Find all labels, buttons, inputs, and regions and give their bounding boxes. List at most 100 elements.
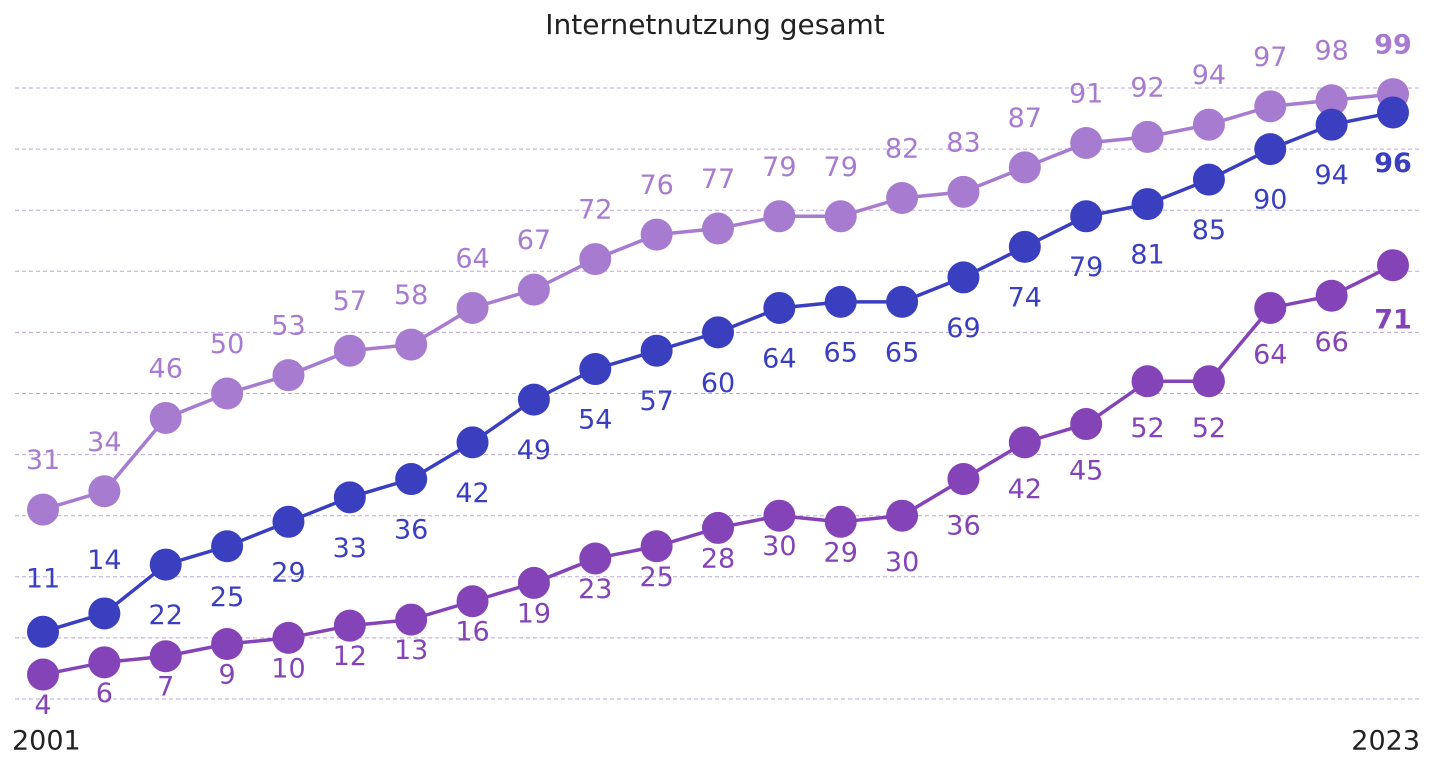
point — [579, 353, 612, 386]
data-label: 76 — [639, 170, 673, 201]
point — [640, 530, 673, 563]
point — [579, 542, 612, 575]
series-line — [42, 92, 1394, 512]
point — [702, 511, 734, 544]
point — [272, 359, 305, 392]
point — [824, 285, 857, 318]
data-label: 42 — [455, 478, 489, 509]
data-label: 85 — [1192, 215, 1226, 246]
point — [149, 640, 182, 673]
point — [1008, 151, 1041, 184]
point — [702, 316, 734, 349]
point — [456, 426, 489, 459]
data-label: 11 — [26, 563, 60, 594]
data-label: 67 — [517, 225, 551, 256]
point — [1192, 365, 1225, 398]
data-label: 28 — [701, 543, 735, 574]
point — [824, 505, 857, 538]
data-label: 92 — [1130, 72, 1164, 103]
data-label: 45 — [1069, 456, 1103, 487]
point — [211, 377, 244, 410]
data-label: 77 — [701, 164, 735, 195]
data-label: 87 — [1008, 103, 1042, 134]
point — [88, 475, 121, 508]
point — [149, 401, 182, 434]
data-label: 94 — [1192, 60, 1226, 91]
point — [88, 597, 121, 630]
point — [456, 585, 489, 618]
point — [947, 261, 980, 294]
data-label: 52 — [1130, 413, 1164, 444]
data-label: 98 — [1314, 36, 1348, 67]
data-label: 79 — [824, 152, 858, 183]
data-label: 60 — [701, 368, 735, 399]
point — [517, 566, 550, 599]
data-label: 64 — [762, 343, 796, 374]
point — [947, 463, 980, 496]
data-label: 19 — [517, 598, 551, 629]
point — [1315, 108, 1348, 141]
data-label: 90 — [1253, 185, 1287, 216]
data-label: 65 — [885, 337, 919, 368]
point — [763, 291, 796, 324]
data-label: 46 — [149, 353, 183, 384]
data-label: 30 — [885, 547, 919, 578]
data-label: 30 — [762, 531, 796, 562]
point — [702, 212, 734, 245]
point — [640, 334, 673, 367]
point — [1192, 108, 1225, 141]
point — [333, 609, 366, 642]
data-label: 25 — [639, 562, 673, 593]
point — [395, 463, 428, 496]
point — [824, 200, 857, 233]
data-label: 54 — [578, 405, 612, 436]
data-label: 23 — [578, 574, 612, 605]
point — [88, 646, 121, 679]
data-label: 36 — [394, 515, 428, 546]
data-label: 29 — [824, 537, 858, 568]
point — [886, 181, 919, 214]
data-label: 9 — [218, 660, 235, 691]
data-label: 34 — [87, 427, 121, 458]
data-label: 71 — [1374, 305, 1412, 336]
data-label: 79 — [762, 152, 796, 183]
data-label: 66 — [1314, 327, 1348, 358]
data-label: 12 — [333, 641, 367, 672]
point — [1008, 230, 1041, 263]
point — [27, 615, 59, 648]
data-label: 14 — [87, 545, 121, 576]
data-label: 36 — [946, 511, 980, 542]
point — [1192, 163, 1225, 196]
point — [947, 175, 980, 208]
point — [1254, 90, 1287, 123]
point — [1008, 426, 1041, 459]
point — [1315, 279, 1348, 312]
point — [333, 481, 366, 514]
point — [1070, 126, 1103, 159]
point — [763, 200, 796, 233]
data-label: 69 — [946, 313, 980, 344]
data-label: 31 — [26, 445, 60, 476]
data-label: 91 — [1069, 78, 1103, 109]
data-label: 53 — [271, 311, 305, 342]
point — [1377, 96, 1409, 129]
data-label: 29 — [271, 557, 305, 588]
point — [211, 628, 244, 661]
point — [1377, 249, 1409, 282]
chart-title: Internetnutzung gesamt — [545, 8, 885, 41]
point — [517, 383, 550, 416]
data-label: 7 — [157, 672, 174, 703]
data-label: 58 — [394, 280, 428, 311]
x-tick-label: 2023 — [1351, 726, 1420, 757]
data-label: 94 — [1314, 160, 1348, 191]
point — [456, 291, 489, 324]
point — [395, 603, 428, 636]
data-label: 81 — [1130, 240, 1164, 271]
point — [763, 499, 796, 532]
x-tick-label: 2001 — [12, 726, 81, 757]
data-label: 6 — [96, 678, 113, 709]
point — [395, 328, 428, 361]
data-label: 82 — [885, 133, 919, 164]
data-label: 65 — [824, 337, 858, 368]
